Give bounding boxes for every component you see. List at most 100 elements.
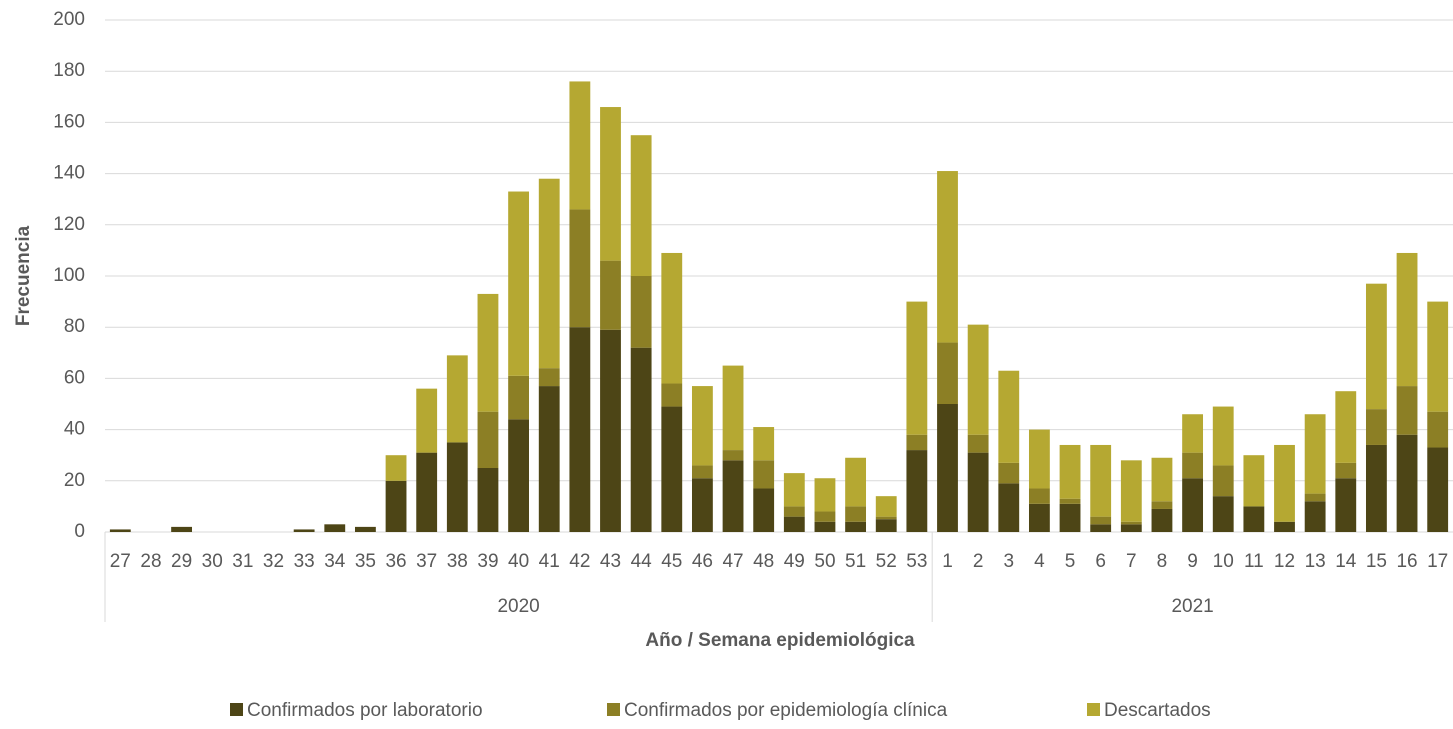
bar-segment <box>906 301 928 435</box>
y-axis-title: Frecuencia <box>13 225 34 326</box>
bar-segment <box>1212 465 1234 497</box>
y-tick-label: 100 <box>53 265 85 286</box>
x-tick-label: 3 <box>1003 551 1014 572</box>
x-tick-label: 31 <box>232 551 253 572</box>
bar-segment <box>998 483 1020 532</box>
x-tick-label: 53 <box>906 551 927 572</box>
bar-segment <box>845 506 867 522</box>
bar-segment <box>814 521 836 532</box>
bar-segment <box>538 368 560 387</box>
y-tick-label: 180 <box>53 60 85 81</box>
x-tick-label: 39 <box>477 551 498 572</box>
bar-segment <box>569 327 591 532</box>
bar-segment <box>783 473 805 507</box>
bar-segment <box>691 478 713 532</box>
x-tick-label: 47 <box>722 551 743 572</box>
x-tick-label: 30 <box>202 551 223 572</box>
bar-segment <box>722 365 744 451</box>
bar-segment <box>1304 493 1326 502</box>
x-tick-label: 14 <box>1335 551 1357 572</box>
x-tick-label: 45 <box>661 551 682 572</box>
bar-segment <box>569 209 591 328</box>
bar-segment <box>1182 414 1204 453</box>
bar-segment <box>783 516 805 532</box>
bar-segment <box>814 511 836 522</box>
bar-segment <box>1120 460 1142 522</box>
bar-segment <box>416 388 438 453</box>
bar-segment <box>1274 444 1295 522</box>
x-tick-label: 34 <box>324 551 346 572</box>
bar-segment <box>538 386 560 532</box>
x-tick-label: 35 <box>355 551 376 572</box>
x-tick-label: 7 <box>1126 551 1137 572</box>
bar-segment <box>1059 498 1081 504</box>
legend-label: Confirmados por laboratorio <box>247 700 483 721</box>
x-tick-label: 4 <box>1034 551 1045 572</box>
bar-segment <box>1396 252 1418 387</box>
bar-segment <box>722 450 744 461</box>
y-tick-label: 80 <box>64 316 85 337</box>
x-tick-label: 15 <box>1366 551 1387 572</box>
bar-segment <box>1151 508 1173 532</box>
bar-segment <box>508 191 530 376</box>
bar-segment <box>630 347 652 532</box>
bar-segment <box>1120 524 1142 532</box>
bar-segment <box>1274 521 1295 532</box>
x-tick-label: 33 <box>294 551 315 572</box>
bar-segment <box>508 375 530 420</box>
bar-segment <box>1335 391 1357 463</box>
bar-segment <box>937 404 958 532</box>
x-tick-label: 46 <box>692 551 713 572</box>
bar-segment <box>1427 301 1449 412</box>
x-tick-label: 10 <box>1213 551 1234 572</box>
bar-segment <box>1090 516 1112 525</box>
legend-swatch <box>230 703 243 716</box>
x-tick-label: 36 <box>385 551 406 572</box>
bar-segment <box>1059 444 1081 499</box>
x-tick-label: 12 <box>1274 551 1295 572</box>
bar-segment <box>538 178 560 369</box>
bar-segment <box>1059 503 1081 532</box>
bar-segment <box>875 516 897 520</box>
bar-segment <box>354 526 376 532</box>
y-tick-label: 200 <box>53 9 85 30</box>
bar-segment <box>446 355 468 443</box>
bar-segment <box>293 529 315 532</box>
bar-segment <box>477 468 499 532</box>
bar-segment <box>1028 488 1050 504</box>
bar-segment <box>1243 455 1265 507</box>
bar-segment <box>477 411 499 468</box>
bar-segment <box>1396 434 1418 532</box>
bar-segment <box>1028 503 1050 532</box>
legend-swatch <box>607 703 620 716</box>
bar-segment <box>385 455 407 481</box>
bar-segment <box>814 478 836 512</box>
bar-segment <box>1304 414 1326 494</box>
bar-segment <box>875 519 897 532</box>
legend-label: Descartados <box>1104 700 1211 721</box>
bar-segment <box>1396 386 1418 435</box>
x-tick-label: 29 <box>171 551 192 572</box>
bar-segment <box>661 406 683 532</box>
bar-segment <box>661 252 683 384</box>
bar-segment <box>875 496 897 517</box>
bar-segment <box>1365 444 1387 532</box>
x-tick-label: 32 <box>263 551 284 572</box>
x-tick-label: 11 <box>1244 551 1264 572</box>
x-tick-label: 44 <box>631 551 653 572</box>
bar-segment <box>630 135 652 276</box>
group-label: 2020 <box>497 596 539 617</box>
bar-segment <box>1028 429 1050 489</box>
bar-segment <box>416 452 438 532</box>
bar-segment <box>171 526 193 532</box>
y-tick-label: 20 <box>64 470 85 491</box>
bar-segment <box>600 107 621 261</box>
bar-segment <box>324 524 346 532</box>
bar-segment <box>1243 506 1265 532</box>
x-tick-label: 5 <box>1065 551 1076 572</box>
x-tick-label: 51 <box>845 551 866 572</box>
bar-segment <box>998 370 1020 463</box>
x-tick-label: 37 <box>416 551 437 572</box>
legend-swatch <box>1087 703 1100 716</box>
